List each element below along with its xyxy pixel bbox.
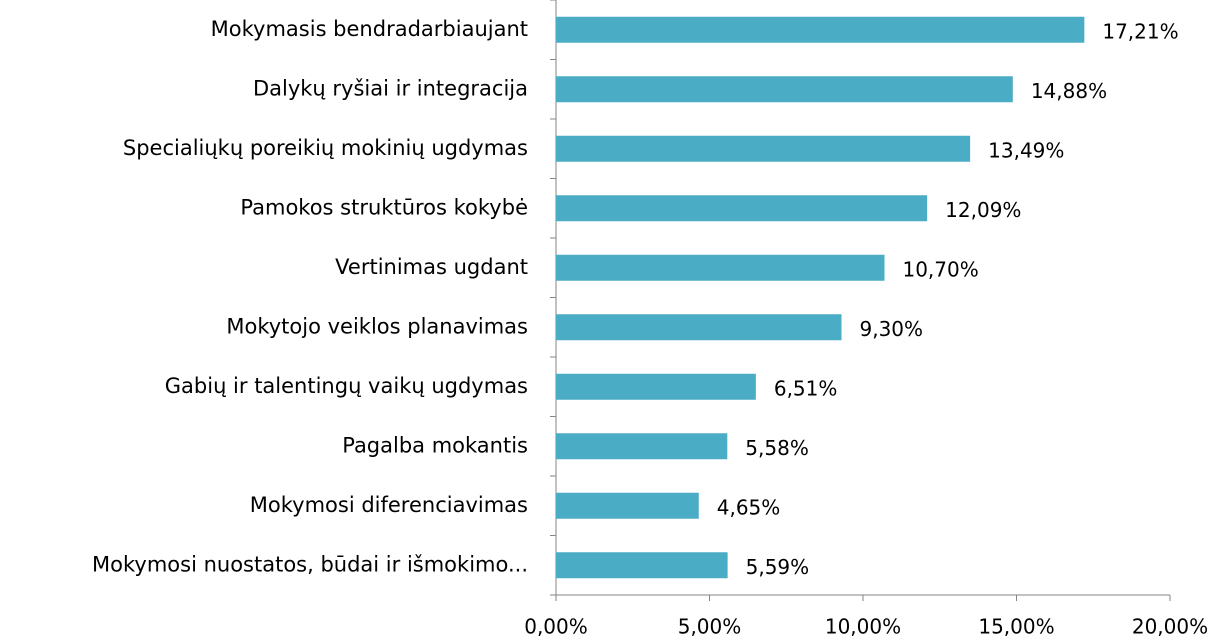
value-label: 5,59% [746, 555, 810, 579]
value-label: 9,30% [860, 317, 924, 341]
value-label: 12,09% [945, 198, 1021, 222]
bar [556, 314, 842, 341]
bar [556, 16, 1085, 43]
x-tick-label: 10,00% [825, 615, 901, 638]
bar [556, 195, 928, 222]
category-label: Gabių ir talentingų vaikų ugdymas [165, 374, 528, 398]
value-label: 17,21% [1102, 19, 1178, 43]
category-label: Vertinimas ugdant [335, 255, 528, 279]
value-label: 4,65% [717, 495, 781, 519]
category-label: Specialiųkų poreikių mokinių ugdymas [123, 136, 528, 160]
bar [556, 552, 728, 579]
bar [556, 135, 971, 162]
bar [556, 433, 728, 460]
x-tick-label: 15,00% [978, 615, 1054, 638]
category-label: Mokymasis bendradarbiaujant [211, 17, 528, 41]
category-label: Dalykų ryšiai ir integracija [253, 76, 528, 100]
category-label: Mokytojo veiklos planavimas [226, 314, 528, 338]
category-label: Mokymosi diferenciavimas [250, 493, 528, 517]
value-label: 14,88% [1031, 79, 1107, 103]
category-label: Pagalba mokantis [342, 433, 528, 457]
x-tick-label: 0,00% [524, 615, 588, 638]
bar [556, 76, 1013, 103]
bar [556, 492, 699, 519]
category-label: Pamokos struktūros kokybė [240, 195, 528, 219]
value-label: 5,58% [745, 436, 809, 460]
value-label: 10,70% [902, 257, 978, 281]
bar [556, 254, 885, 281]
bar [556, 373, 756, 400]
x-tick-label: 5,00% [678, 615, 742, 638]
x-tick-label: 20,00% [1132, 615, 1208, 638]
value-label: 6,51% [774, 376, 838, 400]
value-label: 13,49% [988, 138, 1064, 162]
category-label: Mokymosi nuostatos, būdai ir išmokimo... [92, 552, 528, 576]
